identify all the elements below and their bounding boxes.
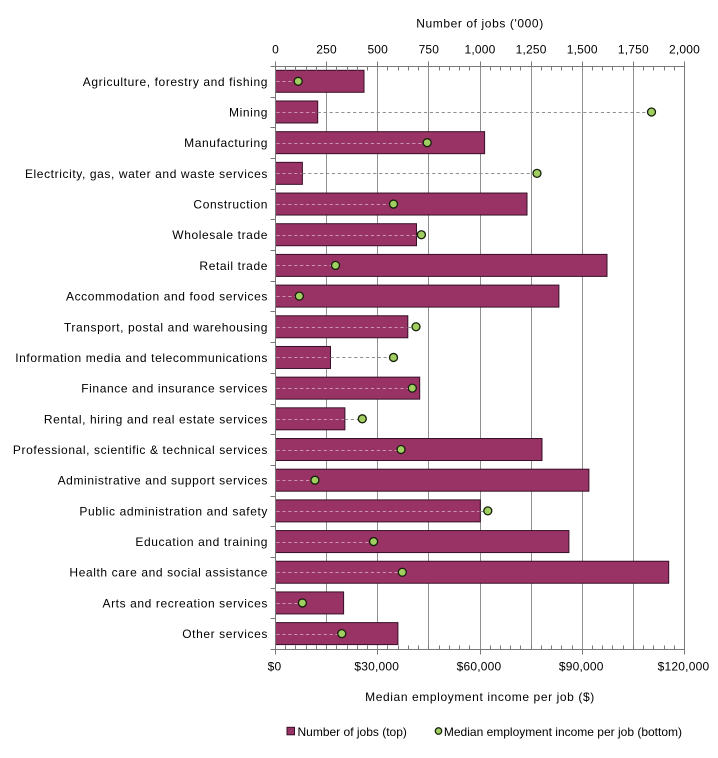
svg-text:Median employment income per j: Median employment income per job ($) [365, 690, 595, 704]
svg-text:Construction: Construction [193, 198, 268, 212]
svg-text:1,500: 1,500 [567, 43, 598, 57]
svg-text:$30,000: $30,000 [354, 659, 399, 673]
svg-text:$90,000: $90,000 [559, 659, 604, 673]
svg-text:250: 250 [316, 43, 337, 57]
svg-text:Public administration and safe: Public administration and safety [79, 504, 268, 518]
svg-text:Rental, hiring and real estate: Rental, hiring and real estate services [44, 412, 268, 426]
svg-text:Manufacturing: Manufacturing [184, 136, 268, 150]
svg-text:0: 0 [272, 43, 279, 57]
svg-text:1,000: 1,000 [464, 43, 495, 57]
svg-text:Arts and recreation services: Arts and recreation services [102, 596, 268, 610]
svg-text:500: 500 [367, 43, 388, 57]
svg-text:Number of jobs (top): Number of jobs (top) [298, 725, 407, 739]
svg-text:Administrative and support ser: Administrative and support services [58, 474, 268, 488]
svg-text:$0: $0 [268, 659, 282, 673]
svg-text:Agriculture, forestry and fish: Agriculture, forestry and fishing [83, 75, 268, 89]
svg-text:2,000: 2,000 [669, 43, 700, 57]
svg-text:Finance and insurance services: Finance and insurance services [81, 382, 268, 396]
svg-text:1,250: 1,250 [516, 43, 547, 57]
svg-text:Education and training: Education and training [135, 535, 268, 549]
svg-text:1,750: 1,750 [618, 43, 649, 57]
svg-text:Health care and social assista: Health care and social assistance [69, 566, 268, 580]
svg-text:Electricity, gas, water and wa: Electricity, gas, water and waste servic… [25, 167, 268, 181]
svg-text:Other services: Other services [182, 627, 268, 641]
svg-text:Median employment income per j: Median employment income per job (bottom… [444, 725, 682, 739]
svg-text:$60,000: $60,000 [457, 659, 502, 673]
svg-text:$120,000: $120,000 [658, 659, 710, 673]
svg-text:750: 750 [419, 43, 440, 57]
svg-text:Accommodation and food service: Accommodation and food services [66, 290, 268, 304]
svg-text:Wholesale trade: Wholesale trade [172, 228, 268, 242]
svg-text:Mining: Mining [229, 105, 268, 119]
svg-text:Number of jobs ('000): Number of jobs ('000) [416, 17, 544, 31]
svg-text:Information media and telecomm: Information media and telecommunications [15, 351, 268, 365]
svg-text:Retail trade: Retail trade [199, 259, 268, 273]
svg-text:Professional, scientific & tec: Professional, scientific & technical ser… [13, 443, 268, 457]
svg-text:Transport, postal and warehous: Transport, postal and warehousing [64, 320, 268, 334]
